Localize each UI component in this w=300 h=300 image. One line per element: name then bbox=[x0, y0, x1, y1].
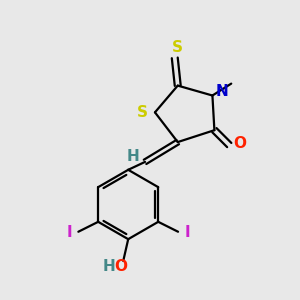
Text: S: S bbox=[172, 40, 183, 56]
Text: H: H bbox=[103, 260, 116, 274]
Text: N: N bbox=[216, 84, 229, 99]
Text: I: I bbox=[184, 225, 190, 240]
Text: H: H bbox=[127, 149, 140, 164]
Text: S: S bbox=[136, 105, 148, 120]
Text: I: I bbox=[67, 225, 72, 240]
Text: O: O bbox=[234, 136, 247, 151]
Text: O: O bbox=[114, 260, 127, 274]
